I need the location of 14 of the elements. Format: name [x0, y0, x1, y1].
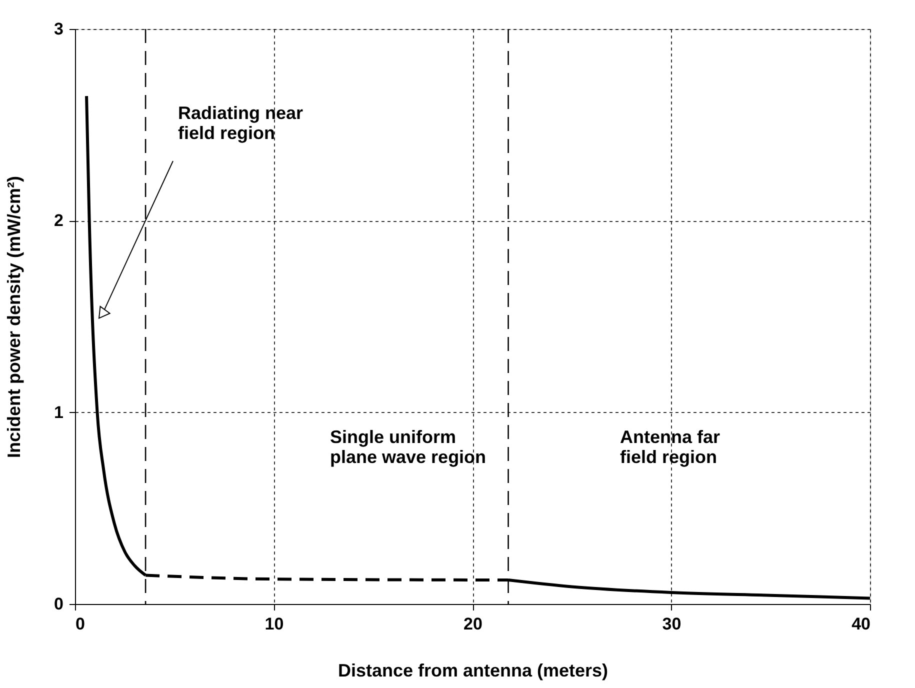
x-tick-label: 40: [852, 614, 870, 634]
y-tick-label: 1: [54, 402, 64, 422]
x-tick-label: 10: [264, 614, 284, 634]
annotation: Single uniform plane wave region: [330, 427, 486, 467]
y-tick-label: 3: [54, 20, 64, 38]
y-axis-title: Incident power density (mW/cm²): [4, 176, 24, 458]
annotation: Radiating near field region: [178, 103, 304, 143]
x-tick-label: 30: [662, 614, 682, 634]
x-tick-label: 20: [464, 614, 482, 634]
x-tick-label: 0: [76, 614, 85, 634]
y-tick-label: 0: [54, 594, 64, 614]
annotation: Antenna far field region: [620, 427, 720, 467]
y-tick-label: 2: [54, 211, 64, 230]
x-axis-title: Distance from antenna (meters): [338, 660, 608, 680]
